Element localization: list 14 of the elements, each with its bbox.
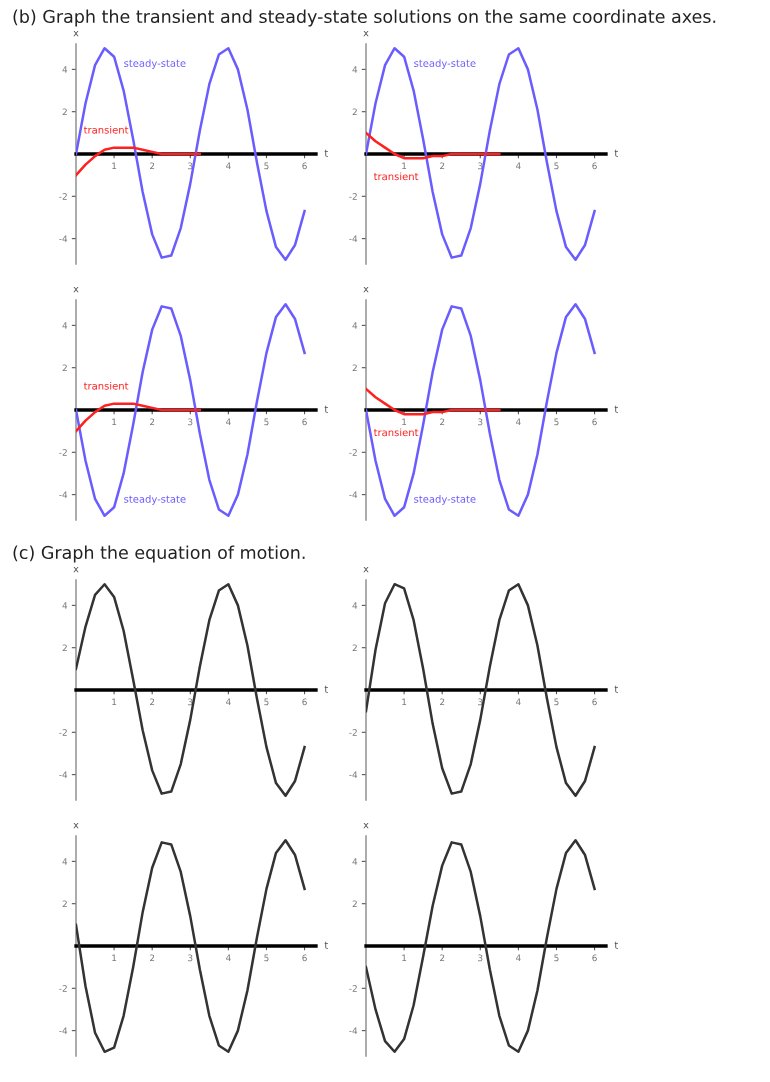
line-series [76, 46, 306, 262]
line-series [366, 131, 501, 160]
text: (b) Graph the transient and steady-state solutions on the same coordinate axes. [13, 9, 716, 27]
line-series [76, 402, 202, 433]
line-series [366, 582, 596, 798]
line-series [366, 302, 596, 518]
line-series [76, 582, 306, 798]
line-series [366, 46, 596, 262]
line-series [76, 302, 306, 518]
line-series [76, 146, 202, 177]
chart-title: (c) Graph the equation of motion. [13, 545, 305, 563]
line-series [366, 838, 596, 1054]
line-series [366, 387, 501, 416]
line-series [76, 838, 306, 1054]
